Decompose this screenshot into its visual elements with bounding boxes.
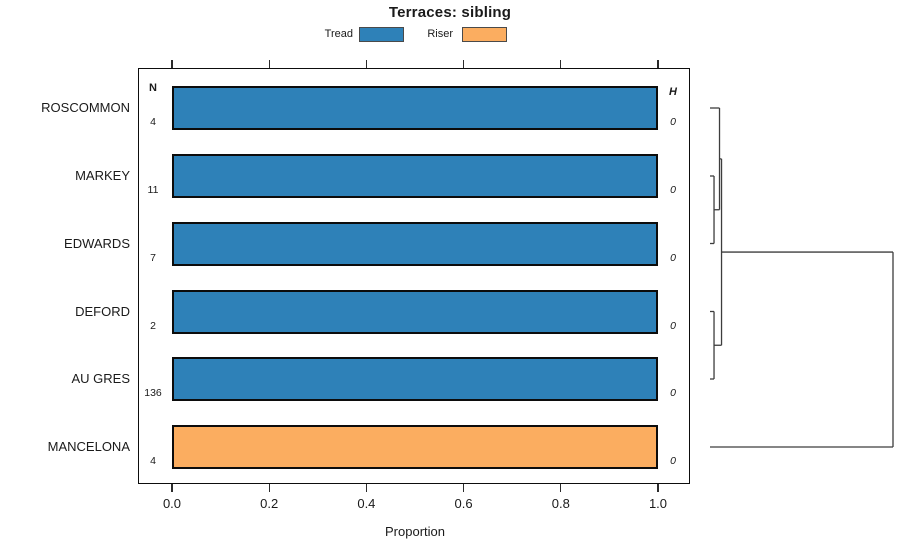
legend-label-riser: Riser (427, 28, 453, 40)
h-value: 0 (670, 387, 676, 399)
n-column-header: N (149, 82, 157, 94)
axis-tick-bottom (268, 484, 270, 492)
axis-tick-bottom (171, 484, 173, 492)
axis-tick-bottom (657, 484, 659, 492)
h-value: 0 (670, 251, 676, 264)
n-value: 7 (150, 251, 156, 264)
x-tick-label: 0.4 (357, 496, 376, 511)
n-value: 4 (150, 455, 156, 467)
h-column-header: H (669, 86, 677, 98)
bar-markey (172, 154, 658, 198)
x-tick-label: 0.0 (162, 496, 182, 511)
x-tick-label: 0.8 (551, 496, 570, 511)
legend-label-tread: Tread (324, 28, 353, 40)
h-value: 0 (670, 116, 676, 128)
bar-deford (172, 289, 658, 334)
n-value: 2 (150, 319, 156, 332)
legend-swatch-riser (462, 27, 507, 42)
axis-tick-top (560, 60, 562, 68)
category-label-markey: MARKEY (75, 168, 130, 183)
plot-area (138, 68, 690, 484)
x-axis-title: Proportion (385, 524, 445, 539)
chart-title: Terraces: sibling (388, 4, 512, 21)
x-tick-label: 0.2 (260, 496, 279, 511)
axis-tick-bottom (560, 484, 562, 492)
category-label-deford: DEFORD (75, 303, 130, 319)
bar-augres (172, 357, 658, 401)
category-label-mancelona: MANCELONA (47, 439, 130, 454)
bar-mancelona (172, 425, 658, 469)
h-value: 0 (670, 319, 676, 332)
axis-tick-bottom (365, 484, 368, 492)
legend-swatch-tread (359, 27, 404, 42)
axis-tick-top (365, 60, 368, 68)
x-tick-label: 1.0 (648, 496, 668, 511)
bar-roscommon (172, 86, 658, 130)
x-tick-label: 0.6 (454, 496, 473, 511)
axis-tick-top (462, 60, 465, 68)
axis-tick-top (657, 60, 659, 68)
category-label-edwards: EDWARDS (64, 235, 130, 251)
category-label-roscommon: ROSCOMMON (41, 100, 130, 115)
axis-tick-top (268, 60, 270, 68)
h-value: 0 (670, 455, 676, 467)
n-value: 4 (150, 116, 156, 128)
bar-edwards (172, 221, 658, 266)
n-value: 136 (144, 387, 162, 399)
n-value: 11 (147, 184, 159, 196)
h-value: 0 (670, 184, 676, 196)
axis-tick-top (171, 60, 173, 68)
category-label-augres: AU GRES (71, 371, 130, 386)
axis-tick-bottom (462, 484, 465, 492)
